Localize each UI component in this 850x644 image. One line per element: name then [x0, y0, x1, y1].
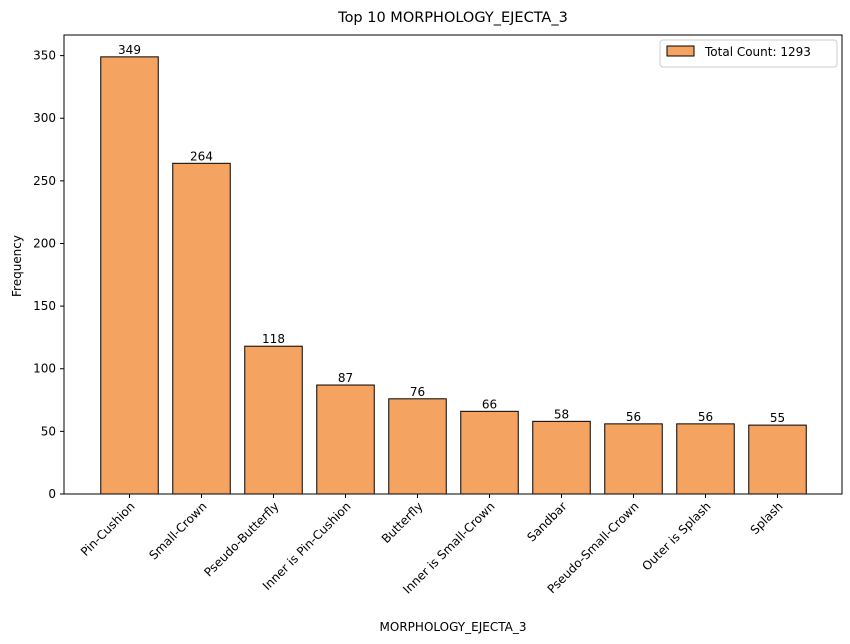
y-axis-ticks: 0 50 100 150 200 250 300 350: [33, 49, 64, 501]
x-tick-label: Pin-Cushion: [78, 499, 138, 559]
y-tick-label: 50: [41, 424, 56, 438]
bars-layer: [100, 56, 807, 495]
chart-title: Top 10 MORPHOLOGY_EJECTA_3: [337, 10, 568, 26]
bar-butterfly: [388, 398, 447, 495]
y-tick-label: 350: [33, 49, 56, 63]
y-tick-label: 200: [33, 236, 56, 250]
data-label: 349: [118, 43, 141, 57]
y-tick-label: 0: [48, 487, 56, 501]
x-tick-label: Butterfly: [379, 499, 426, 546]
legend-box: [659, 39, 838, 68]
legend-label: Total Count: 1293: [704, 45, 811, 59]
legend-swatch: [666, 45, 695, 57]
x-tick-label: Outer is Splash: [639, 499, 713, 573]
data-label: 56: [626, 410, 641, 424]
data-labels-layer: 349 264 118 87 76 66 58 56 56 55: [118, 43, 785, 425]
x-tick-label: Pseudo-Butterfly: [201, 499, 281, 579]
bar-small-crown: [172, 162, 231, 495]
bar-splash: [748, 424, 807, 495]
bar-pseudo-butterfly: [244, 345, 303, 495]
bar-sandbar: [532, 420, 591, 495]
legend: Total Count: 1293: [659, 39, 838, 68]
data-label: 56: [698, 410, 713, 424]
y-tick-label: 250: [33, 174, 56, 188]
plot-frame: [63, 34, 843, 495]
x-tick-label: Splash: [748, 499, 786, 537]
data-label: 66: [482, 397, 497, 411]
bar-pin-cushion: [100, 56, 159, 495]
x-axis-title: MORPHOLOGY_EJECTA_3: [380, 620, 527, 634]
y-tick-label: 100: [33, 362, 56, 376]
bar-outer-is-splash: [676, 423, 735, 495]
data-label: 55: [770, 411, 785, 425]
x-tick-label: Sandbar: [524, 499, 569, 544]
data-label: 58: [554, 407, 569, 421]
bar-pseudo-small-crown: [604, 423, 663, 495]
bar-inner-is-pin-cushion: [316, 384, 375, 495]
axes-layer: [63, 34, 843, 495]
bar-inner-is-small-crown: [460, 410, 519, 495]
x-axis-ticks: Pin-Cushion Small-CrownPseudo-ButterflyIn…: [78, 494, 786, 597]
data-label: 87: [338, 371, 353, 385]
y-axis-title: Frequency: [10, 235, 24, 297]
y-tick-label: 150: [33, 299, 56, 313]
x-tick-label: Small-Crown: [146, 499, 209, 562]
data-label: 264: [190, 149, 213, 163]
data-label: 76: [410, 385, 425, 399]
y-tick-label: 300: [33, 111, 56, 125]
data-label: 118: [262, 332, 285, 346]
